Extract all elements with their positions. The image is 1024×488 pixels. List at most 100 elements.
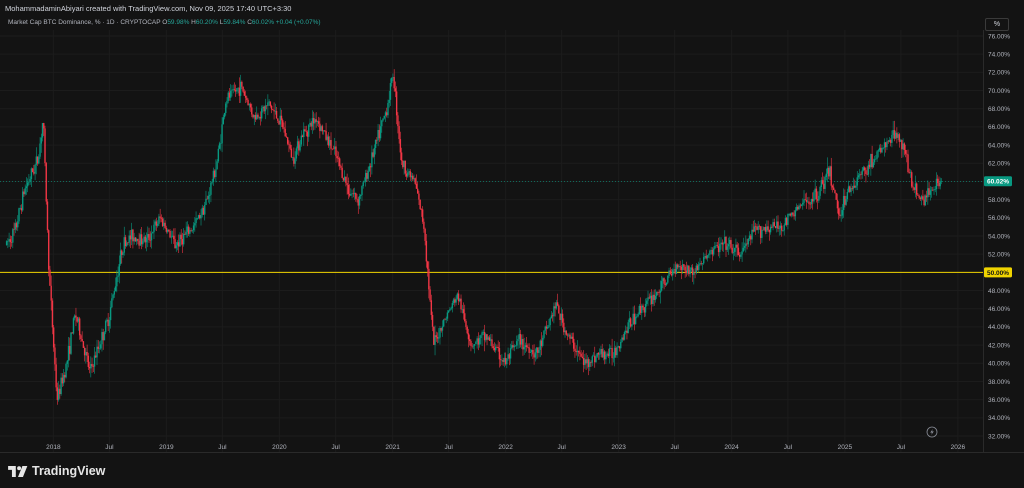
candle (49, 265, 51, 286)
candle-body (71, 332, 73, 334)
candle-body (65, 363, 67, 378)
candle (922, 189, 924, 201)
lightning-icon[interactable] (926, 426, 938, 438)
candle (902, 138, 904, 158)
candle-body (321, 126, 324, 132)
candle-body (707, 254, 710, 256)
candle (361, 185, 363, 201)
candle (77, 316, 80, 331)
candle (613, 340, 616, 367)
candle-body (694, 272, 696, 273)
candle-body (303, 129, 305, 138)
candle (665, 282, 668, 287)
candle-body (753, 226, 756, 232)
candle-body (639, 305, 642, 313)
candle (715, 242, 717, 248)
candle (95, 351, 97, 358)
candle-body (735, 244, 737, 248)
candle (421, 206, 424, 224)
candle-body (269, 101, 272, 106)
candle (74, 314, 76, 321)
candle (648, 293, 650, 300)
candle-body (714, 245, 716, 249)
candle (746, 238, 748, 250)
candle-body (833, 187, 835, 190)
candle (144, 234, 146, 249)
tradingview-brand[interactable]: TradingView (8, 464, 105, 478)
candle-body (345, 176, 347, 184)
candle-body (35, 156, 38, 165)
candle (93, 346, 96, 374)
candle (658, 289, 660, 298)
candle (653, 289, 655, 306)
candle (425, 234, 428, 268)
candle-body (7, 241, 9, 242)
candle (175, 241, 177, 252)
candle (498, 342, 501, 368)
candle-body (899, 140, 902, 142)
candle (366, 169, 368, 183)
candle (108, 317, 111, 333)
candle (753, 219, 756, 232)
candle-body (534, 352, 537, 358)
candle (184, 230, 186, 235)
candle-body (480, 335, 482, 339)
candle (481, 330, 483, 346)
candle (119, 242, 122, 266)
candle (295, 146, 298, 162)
candle-body (779, 225, 782, 229)
candle-body (559, 313, 561, 320)
candle (720, 237, 722, 250)
candle (506, 358, 508, 369)
candle (736, 241, 738, 257)
candle-body (602, 351, 605, 358)
candle-body (803, 199, 805, 203)
candle-body (844, 195, 846, 205)
candle-body (175, 245, 177, 249)
candle (689, 267, 691, 278)
candle (392, 73, 394, 82)
candle-body (145, 237, 148, 243)
candle (486, 334, 488, 346)
grid-lines (0, 30, 983, 452)
candle-body (683, 264, 685, 267)
candle-body (166, 230, 169, 232)
candle (41, 122, 44, 142)
candle-body (355, 192, 357, 199)
candle (602, 348, 605, 361)
candle-body (819, 187, 821, 196)
candle (743, 242, 746, 251)
candle (752, 220, 754, 233)
candle-body (201, 207, 203, 215)
candle (691, 264, 694, 282)
candle (90, 356, 92, 378)
candle (866, 166, 868, 176)
candle-body (336, 156, 338, 159)
x-tick-label: Jul (218, 444, 227, 451)
candle-body (434, 335, 436, 345)
candle-body (52, 327, 55, 348)
candle-body (111, 298, 113, 308)
candle (215, 159, 217, 183)
candle-body (932, 189, 934, 191)
candle (655, 291, 658, 299)
candle-body (679, 266, 681, 267)
candle-body (416, 188, 419, 194)
time-axis[interactable]: 2018 Jul 2019 Jul 2020 Jul 2021 Jul 2022 Jul 2023 J… (46, 444, 965, 451)
candle-body (334, 146, 336, 150)
candle-body (699, 263, 701, 265)
candle-body (436, 337, 439, 339)
candle (772, 218, 774, 231)
candle (91, 357, 93, 373)
candle (492, 343, 494, 351)
candle-body (350, 193, 352, 196)
price-axis[interactable]: 32.00%34.00%36.00%38.00%40.00%42.00%44.0… (988, 33, 1010, 440)
candle-body (367, 170, 369, 179)
candle-body (709, 250, 711, 255)
candle (595, 354, 597, 363)
candle (395, 86, 398, 125)
candle-body (867, 164, 870, 175)
percent-scale-toggle[interactable]: % (985, 18, 1009, 31)
candle (814, 179, 816, 200)
